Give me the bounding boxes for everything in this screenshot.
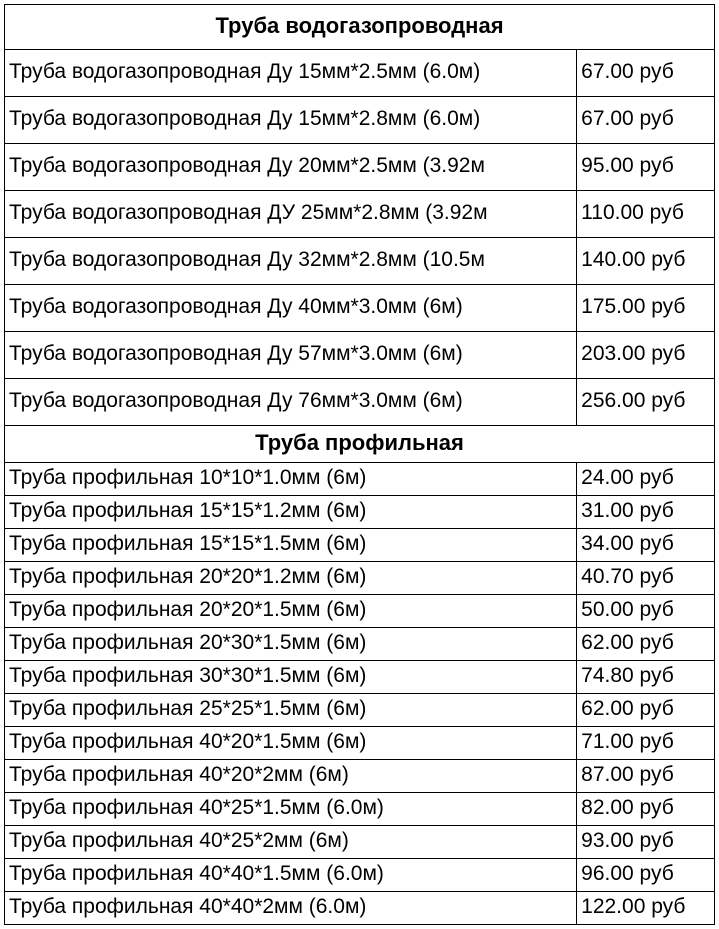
product-price: 93.00 руб [577, 826, 715, 859]
product-name: Труба профильная 40*20*2мм (6м) [5, 760, 577, 793]
product-name: Труба профильная 40*25*1.5мм (6.0м) [5, 793, 577, 826]
table-row: Труба профильная 30*30*1.5мм (6м)74.80 р… [5, 661, 715, 694]
product-price: 256.00 руб [577, 379, 715, 426]
table-row: Труба профильная 40*40*2мм (6.0м)122.00 … [5, 892, 715, 925]
product-price: 67.00 руб [577, 50, 715, 97]
product-price: 62.00 руб [577, 694, 715, 727]
product-name: Труба профильная 25*25*1.5мм (6м) [5, 694, 577, 727]
table-row: Труба профильная 15*15*1.5мм (6м)34.00 р… [5, 529, 715, 562]
table-row: Труба профильная 40*40*1.5мм (6.0м)96.00… [5, 859, 715, 892]
table-row: Труба профильная 25*25*1.5мм (6м)62.00 р… [5, 694, 715, 727]
product-price: 67.00 руб [577, 97, 715, 144]
table-row: Труба водогазопроводная Ду 57мм*3.0мм (6… [5, 332, 715, 379]
table-row: Труба профильная 15*15*1.2мм (6м)31.00 р… [5, 496, 715, 529]
table-row: Труба водогазопроводная Ду 32мм*2.8мм (1… [5, 238, 715, 285]
product-name: Труба профильная 40*40*2мм (6.0м) [5, 892, 577, 925]
product-name: Труба водогазопроводная Ду 57мм*3.0мм (6… [5, 332, 577, 379]
product-price: 122.00 руб [577, 892, 715, 925]
product-name: Труба профильная 20*30*1.5мм (6м) [5, 628, 577, 661]
product-name: Труба профильная 15*15*1.5мм (6м) [5, 529, 577, 562]
product-price: 95.00 руб [577, 144, 715, 191]
table-row: Труба водогазопроводная Ду 15мм*2.5мм (6… [5, 50, 715, 97]
table-row: Труба профильная 20*30*1.5мм (6м)62.00 р… [5, 628, 715, 661]
product-name: Труба водогазопроводная Ду 20мм*2.5мм (3… [5, 144, 577, 191]
product-name: Труба профильная 40*25*2мм (6м) [5, 826, 577, 859]
table-row: Труба профильная 40*25*1.5мм (6.0м)82.00… [5, 793, 715, 826]
section-header-row: Труба водогазопроводная [5, 5, 715, 50]
product-name: Труба водогазопроводная Ду 15мм*2.8мм (6… [5, 97, 577, 144]
product-price: 71.00 руб [577, 727, 715, 760]
product-name: Труба профильная 15*15*1.2мм (6м) [5, 496, 577, 529]
product-name: Труба профильная 30*30*1.5мм (6м) [5, 661, 577, 694]
table-row: Труба профильная 40*25*2мм (6м)93.00 руб [5, 826, 715, 859]
product-price: 62.00 руб [577, 628, 715, 661]
section-header: Труба водогазопроводная [5, 5, 715, 50]
product-name: Труба профильная 40*40*1.5мм (6.0м) [5, 859, 577, 892]
product-price: 40.70 руб [577, 562, 715, 595]
product-price: 87.00 руб [577, 760, 715, 793]
product-name: Труба водогазопроводная Ду 15мм*2.5мм (6… [5, 50, 577, 97]
product-price: 110.00 руб [577, 191, 715, 238]
product-name: Труба водогазопроводная Ду 32мм*2.8мм (1… [5, 238, 577, 285]
table-row: Труба профильная 40*20*2мм (6м)87.00 руб [5, 760, 715, 793]
table-row: Труба водогазопроводная Ду 20мм*2.5мм (3… [5, 144, 715, 191]
product-price: 140.00 руб [577, 238, 715, 285]
product-price: 175.00 руб [577, 285, 715, 332]
table-row: Труба профильная 40*20*1.5мм (6м)71.00 р… [5, 727, 715, 760]
table-row: Труба водогазопроводная Ду 76мм*3.0мм (6… [5, 379, 715, 426]
section-header-row: Труба профильная [5, 426, 715, 463]
product-price: 96.00 руб [577, 859, 715, 892]
product-name: Труба водогазопроводная ДУ 25мм*2.8мм (3… [5, 191, 577, 238]
section-header: Труба профильная [5, 426, 715, 463]
product-name: Труба профильная 20*20*1.2мм (6м) [5, 562, 577, 595]
table-row: Труба водогазопроводная Ду 40мм*3.0мм (6… [5, 285, 715, 332]
price-table-body: Труба водогазопроводнаяТруба водогазопро… [5, 5, 715, 925]
product-price: 82.00 руб [577, 793, 715, 826]
product-price: 24.00 руб [577, 463, 715, 496]
product-name: Труба профильная 20*20*1.5мм (6м) [5, 595, 577, 628]
table-row: Труба водогазопроводная Ду 15мм*2.8мм (6… [5, 97, 715, 144]
price-table: Труба водогазопроводнаяТруба водогазопро… [4, 4, 715, 925]
table-row: Труба профильная 20*20*1.2мм (6м)40.70 р… [5, 562, 715, 595]
product-price: 34.00 руб [577, 529, 715, 562]
table-row: Труба профильная 20*20*1.5мм (6м)50.00 р… [5, 595, 715, 628]
product-name: Труба профильная 10*10*1.0мм (6м) [5, 463, 577, 496]
product-name: Труба водогазопроводная Ду 40мм*3.0мм (6… [5, 285, 577, 332]
table-row: Труба водогазопроводная ДУ 25мм*2.8мм (3… [5, 191, 715, 238]
product-price: 74.80 руб [577, 661, 715, 694]
product-name: Труба водогазопроводная Ду 76мм*3.0мм (6… [5, 379, 577, 426]
table-row: Труба профильная 10*10*1.0мм (6м)24.00 р… [5, 463, 715, 496]
product-name: Труба профильная 40*20*1.5мм (6м) [5, 727, 577, 760]
product-price: 50.00 руб [577, 595, 715, 628]
product-price: 203.00 руб [577, 332, 715, 379]
product-price: 31.00 руб [577, 496, 715, 529]
